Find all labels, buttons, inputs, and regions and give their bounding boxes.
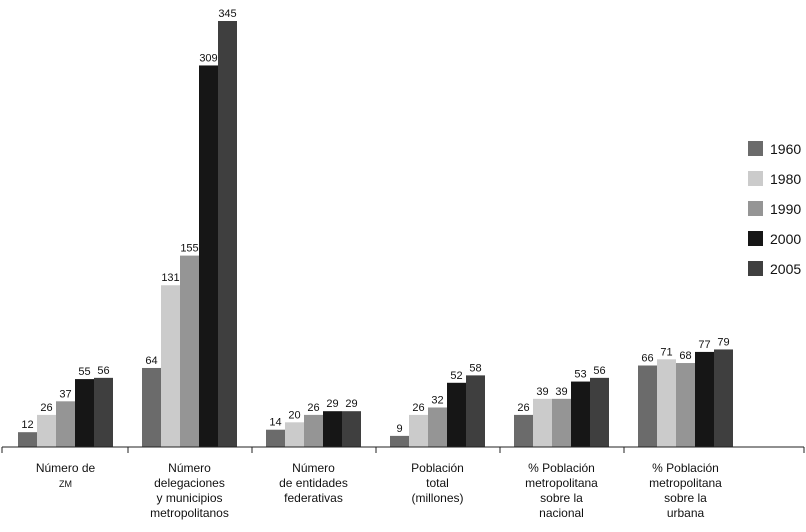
category-labels: Número de ZM Número delegaciones y municipio…	[36, 461, 722, 520]
value-label-1980-cat-1: 26	[40, 402, 52, 414]
legend-label-2000: 2000	[770, 231, 801, 247]
value-label-2005-cat-4: 58	[469, 362, 481, 374]
legend-swatch-2000	[748, 231, 763, 246]
value-label-1990-cat-4: 32	[431, 394, 443, 406]
legend-label-2005: 2005	[770, 261, 801, 277]
value-label-1980-cat-4: 26	[412, 402, 424, 414]
value-label-1960-cat-5: 26	[517, 402, 529, 414]
value-label-2005-cat-1: 56	[97, 365, 109, 377]
bar-2005-cat-4	[466, 375, 485, 447]
bar-1980-cat-1	[37, 414, 56, 447]
bar-1960-cat-2	[142, 367, 161, 447]
bar-1990-cat-3	[304, 414, 323, 447]
legend-swatch-2005	[748, 261, 763, 276]
value-label-1960-cat-6: 66	[641, 353, 653, 365]
value-label-2005-cat-6: 79	[717, 336, 729, 348]
bar-2000-cat-1	[75, 379, 94, 447]
bar-2000-cat-3	[323, 411, 342, 447]
bar-2000-cat-5	[571, 381, 590, 447]
bar-1980-cat-4	[409, 414, 428, 447]
legend-label-1990: 1990	[770, 201, 801, 217]
value-label-2000-cat-2: 309	[199, 52, 217, 64]
value-label-1990-cat-3: 26	[307, 402, 319, 414]
bar-1990-cat-4	[428, 407, 447, 447]
value-label-2000-cat-3: 29	[326, 398, 338, 410]
legend-label-1980: 1980	[770, 171, 801, 187]
legend: 1960 1980 1990 2000 2005	[748, 141, 801, 277]
value-label-2005-cat-3: 29	[345, 398, 357, 410]
bar-2005-cat-3	[342, 411, 361, 447]
legend-label-1960: 1960	[770, 141, 801, 157]
category-label-2: Número delegaciones y municipios metropolit…	[150, 461, 229, 520]
value-label-2000-cat-4: 52	[450, 370, 462, 382]
value-label-1990-cat-5: 39	[555, 386, 567, 398]
x-axis-ticks	[1, 447, 805, 453]
category-label-3: Número de entidades federativas	[279, 461, 348, 505]
bar-1990-cat-2	[180, 255, 199, 447]
value-label-2000-cat-1: 55	[78, 366, 90, 378]
bars-layer	[18, 21, 733, 447]
value-label-1980-cat-2: 131	[161, 272, 179, 284]
value-label-1980-cat-3: 20	[288, 409, 300, 421]
bar-2000-cat-6	[695, 351, 714, 447]
value-label-2005-cat-5: 56	[593, 365, 605, 377]
bar-1960-cat-1	[18, 432, 37, 447]
bar-1980-cat-5	[533, 398, 552, 447]
bar-2005-cat-2	[218, 21, 237, 447]
category-label-1: Número de ZM	[36, 461, 96, 489]
category-label-6: % Población metropolitana sobre la urbana	[649, 461, 722, 520]
value-label-2000-cat-6: 77	[698, 339, 710, 351]
category-label-4: Población total (millones)	[411, 461, 464, 505]
bar-1990-cat-6	[676, 363, 695, 447]
bar-1980-cat-6	[657, 359, 676, 447]
value-label-1990-cat-6: 68	[679, 350, 691, 362]
value-label-1990-cat-2: 155	[180, 243, 198, 255]
value-label-1960-cat-4: 9	[396, 423, 402, 435]
bar-1960-cat-3	[266, 429, 285, 447]
value-label-2000-cat-5: 53	[574, 369, 586, 381]
value-label-1980-cat-5: 39	[536, 386, 548, 398]
category-label-5: % Población metropolitana sobre la nacional	[525, 461, 598, 520]
bar-2005-cat-1	[94, 377, 113, 447]
bar-2005-cat-6	[714, 349, 733, 447]
bar-1960-cat-6	[638, 365, 657, 447]
bar-1990-cat-5	[552, 398, 571, 447]
value-label-1980-cat-6: 71	[660, 346, 672, 358]
value-label-1960-cat-2: 64	[145, 355, 157, 367]
bar-1960-cat-4	[390, 435, 409, 447]
legend-swatch-1980	[748, 171, 763, 186]
bar-1990-cat-1	[56, 401, 75, 447]
bar-1980-cat-2	[161, 285, 180, 447]
value-labels-layer: 12 26 37 55 56 64 131 155 309 345 14 20 26 29 29 9 26 32 5…	[21, 8, 729, 435]
bar-2000-cat-4	[447, 382, 466, 447]
bar-1960-cat-5	[514, 414, 533, 447]
bar-1980-cat-3	[285, 422, 304, 447]
legend-swatch-1990	[748, 201, 763, 216]
value-label-1960-cat-1: 12	[21, 419, 33, 431]
value-label-1990-cat-1: 37	[59, 388, 71, 400]
bar-2000-cat-2	[199, 65, 218, 447]
bar-2005-cat-5	[590, 377, 609, 447]
legend-swatch-1960	[748, 141, 763, 156]
value-label-1960-cat-3: 14	[269, 417, 281, 429]
value-label-2005-cat-2: 345	[218, 8, 236, 20]
